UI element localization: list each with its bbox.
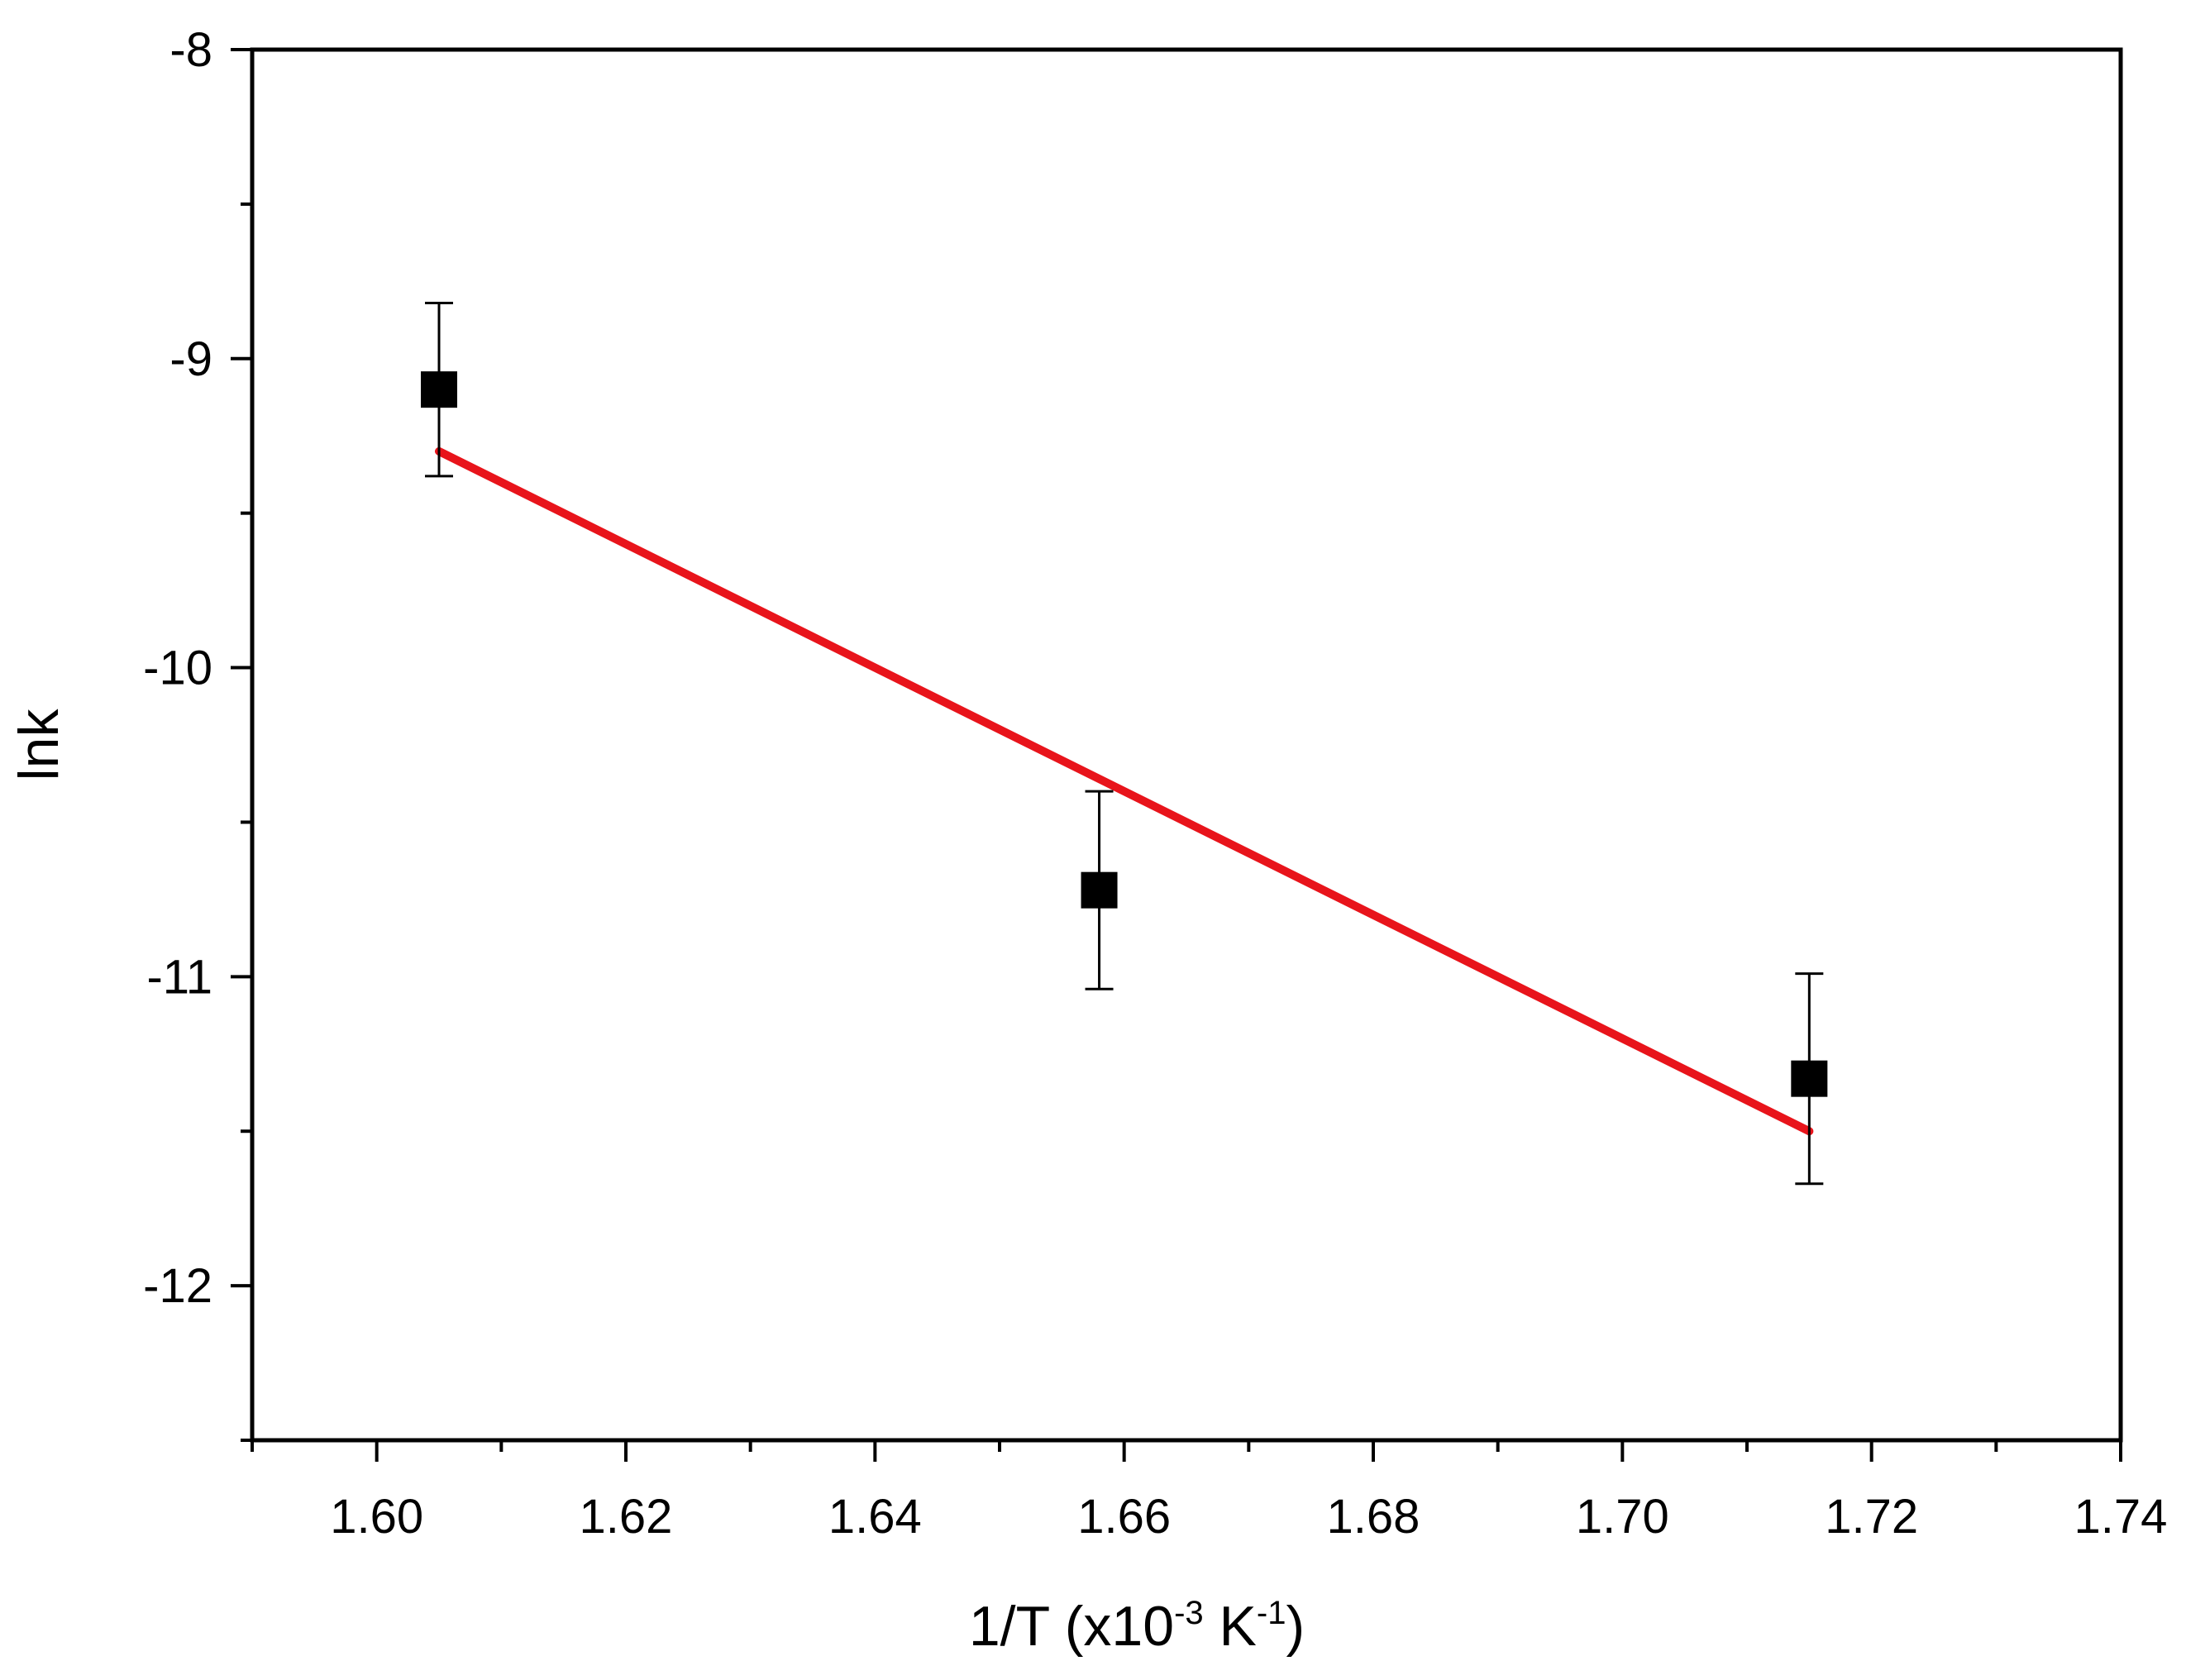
x-axis-title-end: ) — [1286, 1595, 1305, 1658]
x-tick-label: 1.66 — [1077, 1490, 1171, 1544]
fit-line — [435, 446, 1814, 1136]
x-tick-label: 1.64 — [828, 1490, 922, 1544]
x-axis-title-unit: K — [1204, 1595, 1257, 1658]
x-tick-label: 1.68 — [1327, 1490, 1420, 1544]
plot-frame — [250, 47, 2123, 1443]
x-tick-label: 1.72 — [1825, 1490, 1918, 1544]
x-tick-label: 1.62 — [580, 1490, 673, 1544]
data-point — [1081, 871, 1118, 909]
x-axis-title-exponent-2: -1 — [1257, 1595, 1286, 1631]
data-point — [421, 371, 457, 408]
y-tick-label: -9 — [169, 332, 212, 386]
x-tick-label: 1.70 — [1576, 1490, 1669, 1544]
data-point — [1791, 1060, 1828, 1097]
x-tick-label: 1.74 — [2074, 1490, 2168, 1544]
x-axis-title-main: 1/T (x10 — [969, 1595, 1174, 1658]
x-axis-title-exponent-1: -3 — [1174, 1595, 1204, 1631]
x-axis-title: 1/T (x10-3 K-1) — [969, 1595, 1305, 1658]
y-axis-title: lnk — [7, 709, 70, 781]
x-tick-label: 1.60 — [330, 1490, 423, 1544]
y-tick-label: -12 — [143, 1259, 212, 1313]
y-tick-label: -11 — [146, 950, 212, 1004]
y-tick-label: -8 — [169, 23, 212, 77]
y-tick-label: -10 — [143, 642, 212, 695]
